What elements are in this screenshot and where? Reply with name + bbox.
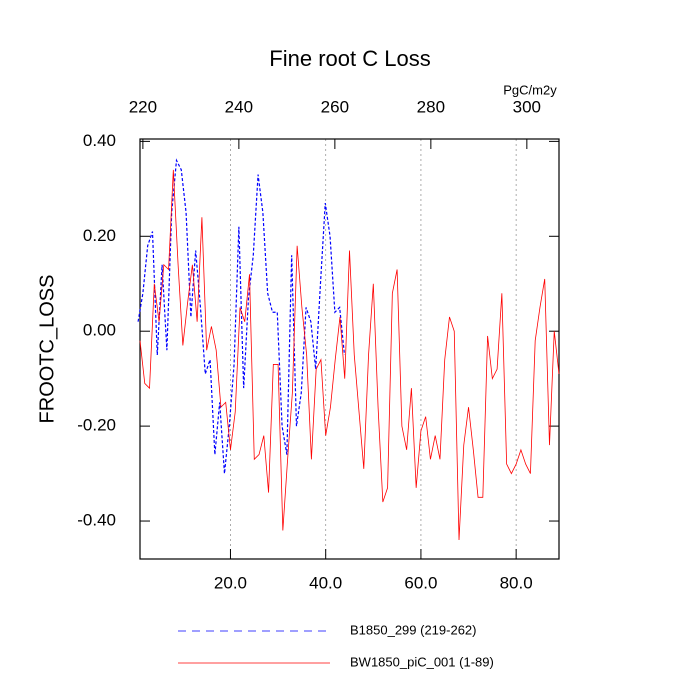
x2-tick-label: 240 [225, 97, 253, 116]
x-tick-label: 60.0 [404, 573, 437, 592]
y-tick-label: 0.20 [83, 226, 116, 245]
x-tick-label: 80.0 [500, 573, 533, 592]
legend-label: BW1850_piC_001 (1-89) [350, 654, 494, 669]
y-tick-label: 0.00 [83, 321, 116, 340]
x2-tick-label: 280 [417, 97, 445, 116]
series-line [137, 158, 346, 474]
x2-tick-label: 260 [321, 97, 349, 116]
legend-label: B1850_299 (219-262) [350, 622, 477, 637]
y-tick-label: -0.40 [77, 511, 116, 530]
plot-frame [139, 138, 560, 560]
y-axis-label: FROOTC_LOSS [36, 275, 58, 424]
x-tick-label: 20.0 [214, 573, 247, 592]
y-tick-label: 0.40 [83, 131, 116, 150]
y-tick-label: -0.20 [77, 416, 116, 435]
x2-tick-label: 300 [513, 97, 541, 116]
x2-units: PgC/m2y [503, 82, 557, 97]
chart-title: Fine root C Loss [269, 46, 430, 71]
series-line [139, 169, 560, 541]
x-tick-label: 40.0 [309, 573, 342, 592]
x2-tick-label: 220 [129, 97, 157, 116]
